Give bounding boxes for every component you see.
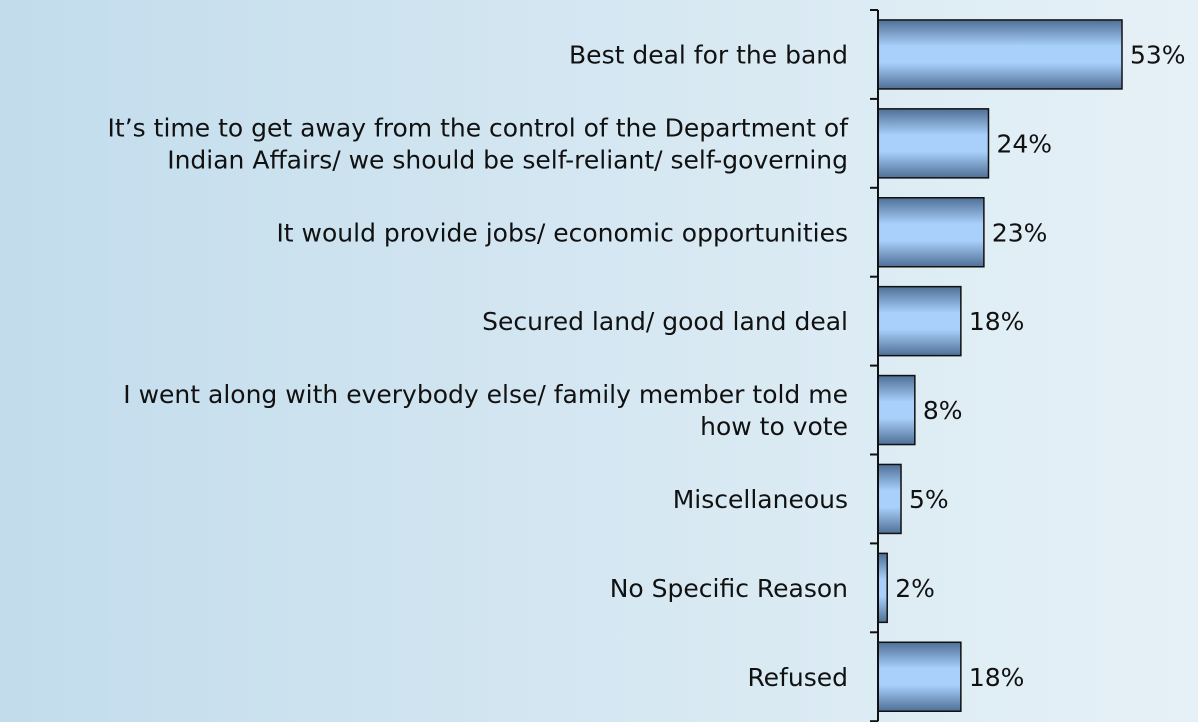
bar [877,552,888,624]
value-label: 18% [969,307,1025,336]
value-label: 8% [923,396,963,425]
value-label: 53% [1130,40,1186,69]
y-axis [870,9,879,722]
category-label: I went along with everybody else/ family… [123,380,848,409]
category-label: how to vote [700,412,848,441]
bar [877,641,962,712]
value-label: 24% [996,129,1052,158]
category-label: It would provide jobs/ economic opportun… [276,218,848,247]
bar [877,108,990,179]
category-label: Indian Affairs/ we should be self-relian… [167,145,848,174]
category-label: Secured land/ good land deal [482,307,848,336]
category-label: Miscellaneous [673,485,848,514]
value-label: 5% [909,485,949,514]
bar [877,197,985,268]
category-label: Refused [747,663,848,692]
value-label: 2% [895,574,935,603]
bar [877,285,962,357]
bar [877,374,916,446]
value-label: 23% [992,218,1048,247]
category-labels: Best deal for the band It’s time to get a… [108,40,850,691]
category-label: It’s time to get away from the control o… [108,113,850,142]
category-label: No Specific Reason [610,574,848,603]
bar [877,19,1123,90]
value-label: 18% [969,663,1025,692]
value-labels: 53% 24% 23% 18% 8% 5% 2% 18% [895,40,1185,691]
category-label: Best deal for the band [569,40,848,69]
bar [877,463,902,535]
bars-layer [877,19,1123,712]
